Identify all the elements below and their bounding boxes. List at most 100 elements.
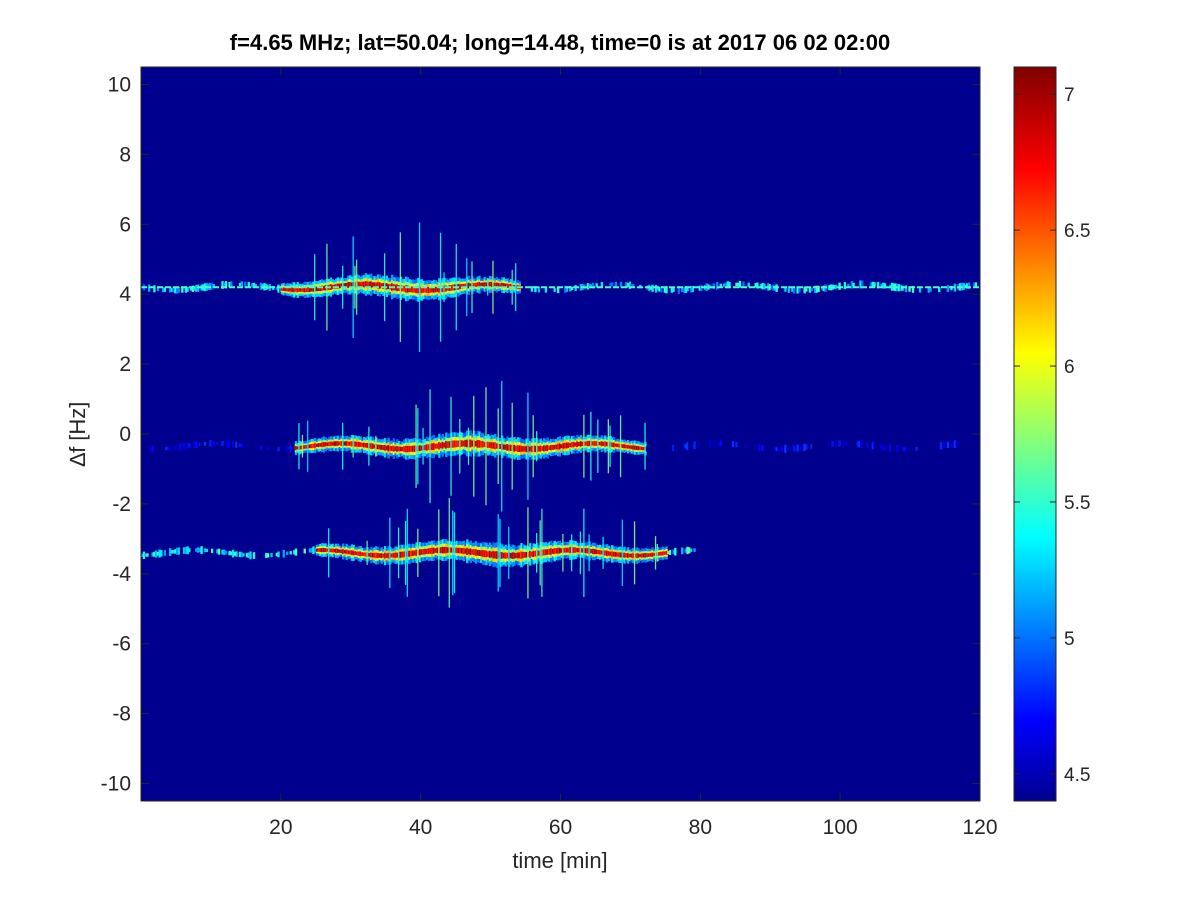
trace-core bbox=[436, 287, 439, 292]
trace-core bbox=[411, 445, 415, 452]
trace-core bbox=[581, 441, 584, 446]
trace-core bbox=[464, 283, 467, 289]
trace-core bbox=[518, 445, 521, 452]
trace-tail bbox=[203, 548, 207, 553]
trace-core bbox=[429, 548, 432, 554]
trace-tail bbox=[665, 286, 668, 294]
trace-tail bbox=[160, 445, 163, 453]
trace-core bbox=[382, 553, 385, 558]
trace-core bbox=[418, 549, 422, 556]
trace-core bbox=[321, 285, 324, 292]
trace-core bbox=[404, 285, 408, 293]
trace-core bbox=[314, 443, 317, 448]
trace-core bbox=[502, 282, 506, 288]
trace-spike bbox=[342, 422, 344, 470]
trace-core bbox=[397, 446, 401, 452]
trace-core bbox=[628, 445, 632, 449]
trace-core bbox=[312, 286, 315, 292]
trace-tail bbox=[151, 552, 154, 557]
trace-core bbox=[474, 549, 478, 556]
trace-core bbox=[364, 442, 368, 448]
trace-core bbox=[333, 441, 336, 446]
trace-tail bbox=[151, 445, 154, 453]
trace-core bbox=[352, 550, 355, 556]
trace-tail bbox=[254, 283, 257, 288]
trace-core bbox=[473, 283, 476, 287]
colorbar-ticks: 7 6.5 6 5.5 5 4.5 bbox=[1014, 85, 1090, 786]
trace-core bbox=[590, 549, 593, 554]
trace-core bbox=[349, 441, 352, 446]
trace-core bbox=[408, 286, 411, 293]
trace-core bbox=[471, 549, 474, 555]
trace-core bbox=[366, 281, 369, 288]
trace-spike bbox=[583, 508, 585, 598]
trace-tail bbox=[684, 286, 687, 294]
trace-core bbox=[354, 551, 357, 556]
trace-core bbox=[317, 286, 320, 292]
trace-core bbox=[616, 552, 619, 557]
trace-spike bbox=[429, 389, 431, 504]
trace-core bbox=[534, 445, 537, 453]
trace-core bbox=[307, 287, 310, 293]
trace-tail bbox=[852, 282, 855, 287]
trace-tail bbox=[903, 446, 906, 452]
trace-spike bbox=[307, 420, 309, 472]
y-tick-label: 4 bbox=[119, 283, 131, 306]
trace-tail bbox=[217, 548, 221, 555]
trace-core bbox=[640, 446, 644, 451]
trace-core bbox=[626, 444, 630, 449]
trace-tail bbox=[233, 551, 236, 556]
trace-core bbox=[394, 552, 397, 558]
trace-spike bbox=[415, 404, 417, 488]
trace-spike bbox=[448, 498, 450, 608]
trace-core bbox=[291, 287, 294, 293]
trace-tail bbox=[698, 442, 701, 447]
trace-tail bbox=[238, 282, 242, 286]
trace-tail bbox=[922, 444, 925, 452]
trace-tail bbox=[168, 287, 172, 293]
trace-spike bbox=[422, 427, 424, 465]
trace-core bbox=[315, 286, 319, 292]
trace-tail bbox=[141, 445, 144, 453]
trace-core bbox=[562, 443, 565, 449]
y-tick-label: -2 bbox=[112, 493, 131, 516]
trace-tail bbox=[864, 442, 867, 448]
trace-tail bbox=[175, 547, 179, 555]
trace-core bbox=[392, 553, 396, 558]
trace-spike bbox=[536, 431, 538, 462]
trace-core bbox=[480, 282, 483, 287]
trace-core bbox=[632, 553, 635, 558]
trace-core bbox=[490, 282, 493, 287]
trace-tail bbox=[815, 285, 819, 293]
trace-core bbox=[555, 444, 558, 450]
trace-tail bbox=[798, 287, 801, 293]
trace-core bbox=[618, 443, 621, 448]
trace-core bbox=[364, 281, 368, 288]
trace-core bbox=[312, 443, 315, 448]
y-tick-label: 0 bbox=[119, 423, 131, 446]
trace-core bbox=[350, 550, 354, 556]
trace-core bbox=[567, 442, 570, 449]
trace-tail bbox=[791, 287, 794, 292]
trace-spike bbox=[527, 507, 529, 599]
trace-core bbox=[424, 445, 427, 451]
trace-core bbox=[457, 440, 460, 447]
trace-tail bbox=[563, 285, 567, 293]
trace-core bbox=[598, 550, 602, 555]
trace-tail bbox=[224, 441, 228, 446]
trace-tail bbox=[904, 285, 908, 293]
trace-tail bbox=[674, 443, 677, 452]
trace-core bbox=[481, 282, 485, 287]
trace-spike bbox=[536, 533, 538, 573]
trace-core bbox=[322, 442, 326, 447]
trace-tail bbox=[770, 285, 773, 290]
trace-tail bbox=[205, 548, 209, 553]
trace-core bbox=[445, 441, 448, 449]
trace-core bbox=[343, 283, 347, 288]
trace-core bbox=[481, 550, 485, 557]
trace-core bbox=[315, 548, 319, 552]
trace-tail bbox=[228, 281, 231, 288]
trace-core bbox=[546, 444, 549, 452]
trace-tail bbox=[146, 553, 149, 557]
trace-core bbox=[321, 442, 324, 447]
